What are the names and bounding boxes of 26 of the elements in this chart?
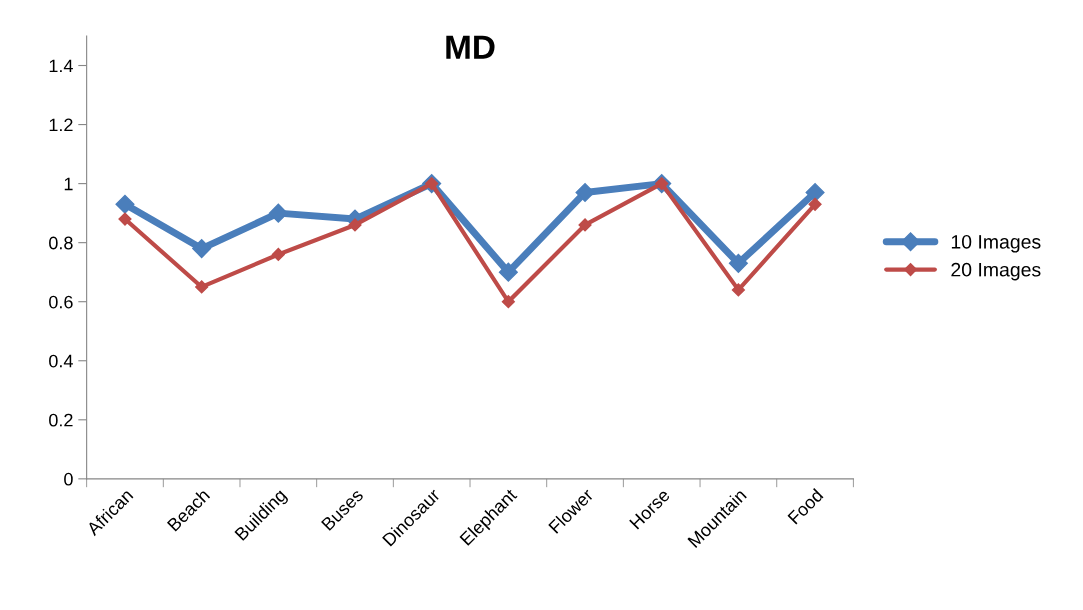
point — [731, 283, 745, 297]
y-tick-label: 0 — [64, 472, 73, 486]
y-tick-label: 0.6 — [49, 295, 73, 309]
point — [578, 218, 592, 232]
point — [575, 182, 595, 203]
point — [195, 280, 209, 294]
point — [805, 182, 825, 203]
point — [192, 239, 212, 259]
point — [728, 253, 748, 273]
y-tick-label: 1.4 — [49, 59, 73, 73]
chart-title: MD — [446, 35, 495, 59]
point — [808, 197, 822, 211]
y-tick-label: 1.2 — [49, 118, 73, 132]
point — [501, 295, 515, 309]
point — [268, 203, 288, 223]
point — [115, 194, 135, 214]
legend-label: 10 Images — [951, 234, 1041, 253]
point — [271, 247, 285, 262]
y-tick-label: 1 — [64, 177, 73, 191]
y-tick-label: 0.8 — [49, 236, 73, 250]
point — [118, 212, 132, 226]
point — [348, 218, 362, 232]
y-tick-label: 0.2 — [49, 413, 73, 427]
legend-label: 20 Images — [951, 262, 1041, 281]
y-tick-label: 0.4 — [49, 354, 73, 368]
point — [498, 262, 518, 282]
